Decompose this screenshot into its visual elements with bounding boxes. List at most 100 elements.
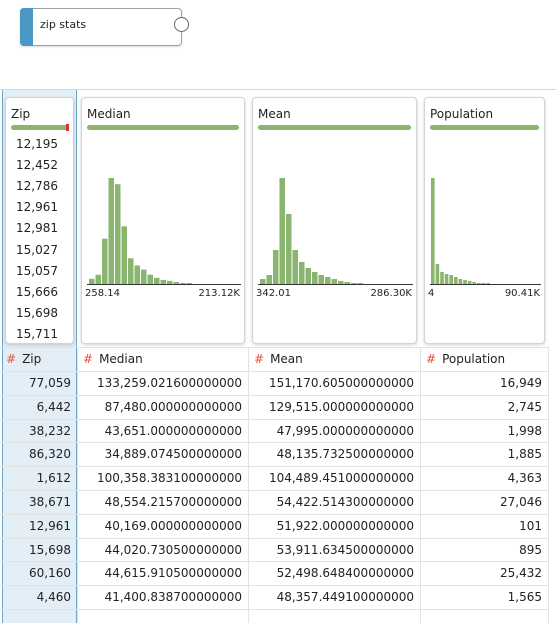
- row-divider: [0, 585, 548, 587]
- histogram-bar: [102, 238, 108, 284]
- histogram-bar: [351, 283, 357, 284]
- profile-title: Mean: [258, 107, 291, 121]
- histogram-min: 4: [428, 288, 435, 299]
- workflow-node[interactable]: [20, 8, 182, 46]
- histogram-bar: [477, 283, 481, 284]
- quality-flag: [66, 124, 69, 131]
- row-divider: [0, 609, 548, 610]
- histogram-bar: [273, 250, 279, 284]
- table-cell: 38,671: [29, 495, 71, 509]
- row-divider: [0, 537, 548, 539]
- table-cell: 151,170.605000000000: [268, 376, 414, 390]
- histogram-bar: [325, 277, 331, 284]
- column-name: Zip: [22, 352, 42, 366]
- histogram-bar: [180, 282, 186, 284]
- column-header[interactable]: # Mean: [254, 347, 420, 371]
- table-cell: 48,357.449100000000: [276, 590, 414, 605]
- profile-title: Median: [87, 107, 131, 121]
- node-port[interactable]: [174, 17, 189, 32]
- histogram-min: 258.14: [85, 288, 120, 299]
- histogram-bar: [481, 283, 486, 284]
- row-divider: [0, 513, 548, 515]
- profile-card: Population 4 90.41K: [424, 97, 545, 344]
- histogram-min: 342.01: [256, 288, 291, 299]
- row-divider: [0, 442, 548, 444]
- table-cell: 87,480.000000000000: [104, 399, 242, 414]
- node-stripe: [20, 8, 33, 46]
- table-cell: 15,698: [29, 542, 71, 557]
- column-header[interactable]: # Median: [83, 347, 248, 371]
- histogram-max: 90.41K: [504, 288, 540, 299]
- table-cell: 27,046: [500, 495, 542, 509]
- table-cell: 1,998: [507, 423, 542, 438]
- histogram-bar: [173, 281, 179, 284]
- table-cell: 4,460: [36, 590, 71, 605]
- table-cell: 2,745: [507, 399, 542, 414]
- histogram-bar: [141, 269, 147, 284]
- histogram-bar: [440, 272, 444, 284]
- divider: [0, 89, 556, 90]
- table-cell: 40,169.000000000000: [104, 518, 242, 533]
- table-cell: 895: [519, 542, 542, 557]
- histogram-bar: [454, 277, 458, 284]
- node-label: zip stats: [40, 18, 87, 31]
- table-cell: 77,059: [29, 376, 71, 390]
- profile-value: 12,195: [16, 137, 58, 151]
- profile-value: 15,027: [16, 242, 58, 257]
- table-cell: 25,432: [500, 566, 542, 581]
- table-cell: 86,320: [29, 447, 71, 462]
- table-cell: 6,442: [36, 399, 71, 414]
- histogram-bar: [167, 280, 173, 284]
- histogram-bar: [128, 258, 134, 284]
- histogram: [87, 178, 241, 285]
- table-cell: 1,612: [36, 471, 71, 486]
- column-name: Mean: [270, 352, 303, 366]
- table-cell: 54,422.514300000000: [276, 495, 414, 509]
- row-divider: [0, 466, 548, 468]
- quality-bar: [258, 125, 411, 130]
- profile-card: Median 258.14 213.12K: [81, 97, 245, 344]
- histogram-bar: [305, 268, 311, 284]
- histogram-bar: [95, 274, 101, 284]
- table-cell: 51,922.000000000000: [276, 518, 414, 533]
- column-header[interactable]: # Zip: [6, 347, 77, 371]
- table-cell: 16,949: [500, 376, 542, 390]
- table-cell: 38,232: [29, 423, 71, 438]
- table-cell: 12,961: [29, 518, 71, 533]
- table-cell: 43,651.000000000000: [104, 423, 242, 438]
- histogram-max: 286.30K: [370, 288, 412, 299]
- histogram-bar: [312, 272, 318, 284]
- histogram-bar: [115, 184, 121, 284]
- histogram-bar: [467, 281, 472, 284]
- histogram-bar: [266, 275, 272, 284]
- histogram-bar: [134, 265, 140, 284]
- table-cell: 129,515.000000000000: [268, 399, 414, 414]
- row-divider: [0, 418, 548, 420]
- profile-value: 15,666: [16, 284, 58, 299]
- column-divider: [77, 347, 78, 623]
- profile-title: Zip: [11, 107, 31, 121]
- row-divider: [0, 394, 548, 396]
- histogram-bar: [121, 226, 127, 284]
- table-cell: 34,889.074500000000: [104, 447, 242, 462]
- histogram-bar: [318, 275, 324, 284]
- quality-bar: [11, 125, 68, 130]
- table-cell: 104,489.451000000000: [268, 471, 414, 486]
- histogram-bar: [486, 283, 490, 284]
- histogram-bar: [357, 283, 363, 284]
- type-icon: #: [426, 352, 437, 366]
- histogram-bar: [338, 281, 344, 284]
- column-divider: [548, 347, 549, 623]
- table-cell: 52,498.648400000000: [276, 566, 414, 581]
- table-cell: 48,135.732500000000: [276, 447, 414, 462]
- table-cell: 44,615.910500000000: [104, 566, 242, 581]
- table-cell: 53,911.634500000000: [276, 542, 414, 557]
- column-header[interactable]: # Population: [426, 347, 548, 371]
- histogram-bar: [279, 178, 285, 284]
- profile-value: 15,057: [16, 263, 58, 278]
- table-cell: 1,885: [507, 447, 542, 462]
- column-name: Population: [442, 352, 506, 366]
- histogram-bar: [299, 262, 305, 284]
- table-cell: 47,995.000000000000: [276, 423, 414, 438]
- histogram-bar: [344, 282, 350, 284]
